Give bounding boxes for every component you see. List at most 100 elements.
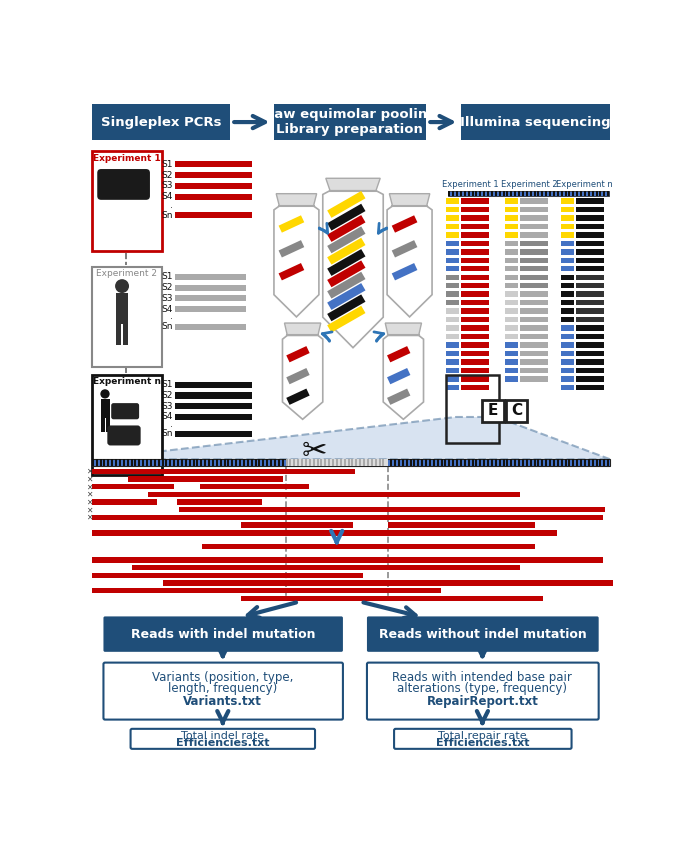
Bar [286,346,310,362]
Bar [461,376,489,381]
Bar [406,459,408,466]
Bar [520,198,548,203]
Text: ✕: ✕ [86,482,92,491]
Bar [592,459,594,466]
Bar [541,459,543,466]
Bar [446,274,460,280]
Bar [150,459,152,466]
Bar [575,385,603,390]
Bar [607,459,609,466]
Bar [561,215,574,220]
Bar [336,459,338,466]
Text: Efficiencies.txt: Efficiencies.txt [176,738,270,748]
Bar [293,459,295,466]
Text: alterations (type, frequency): alterations (type, frequency) [397,681,567,695]
Circle shape [115,279,129,293]
Text: ✕: ✕ [86,467,92,476]
Bar [175,381,252,387]
Bar [115,459,117,466]
Bar [599,191,601,196]
Bar [175,172,252,178]
Bar [522,191,524,196]
Bar [505,325,519,331]
Text: S4: S4 [161,305,173,314]
Text: S1: S1 [161,160,173,169]
Bar [166,459,167,466]
Bar [175,430,252,437]
Bar [452,459,454,466]
Bar [390,459,392,466]
Bar [505,224,519,229]
Text: S4: S4 [161,413,173,421]
Bar [520,300,548,306]
Bar [446,351,460,356]
Bar [175,212,252,219]
Bar [328,459,330,466]
Bar [561,368,574,373]
Bar [505,360,519,365]
Bar [561,232,574,237]
Bar [483,459,485,466]
Bar [575,241,603,246]
Bar [446,368,460,373]
FancyBboxPatch shape [97,169,150,200]
Bar [506,400,527,422]
Bar [131,459,132,466]
Bar [520,232,548,237]
Bar [545,459,547,466]
Bar [382,459,384,466]
Bar [127,459,129,466]
Bar [446,291,460,297]
Bar [200,459,202,466]
Bar [475,459,477,466]
Bar [607,191,609,196]
Bar [327,272,366,299]
Bar [520,215,548,220]
Bar [456,459,458,466]
Bar [158,459,160,466]
Bar [356,459,358,466]
Bar [520,283,548,289]
Bar [111,459,113,466]
Bar [359,459,361,466]
Bar [327,238,366,264]
Bar [575,232,603,237]
Bar [309,459,311,466]
Bar [575,207,603,212]
Bar [146,459,148,466]
Bar [138,459,140,466]
Bar [575,334,603,339]
Polygon shape [274,206,319,316]
Bar [534,459,536,466]
Bar [175,392,252,398]
Bar [174,484,200,490]
Bar [541,191,543,196]
Bar [495,459,497,466]
Bar [297,459,299,466]
Text: .: . [170,312,173,322]
Text: Efficiencies.txt: Efficiencies.txt [436,738,530,748]
Bar [312,459,314,466]
FancyBboxPatch shape [103,663,343,720]
Bar [564,459,566,466]
Bar [232,459,234,466]
Bar [505,266,519,272]
Text: ✕: ✕ [86,513,92,522]
Bar [491,191,493,196]
Polygon shape [383,335,423,419]
Bar [561,334,574,339]
Bar [327,203,366,230]
Bar [353,522,388,528]
Bar [520,241,548,246]
Bar [363,459,365,466]
Bar [328,459,330,466]
Bar [499,191,501,196]
Bar [448,459,450,466]
Bar [575,376,603,381]
Bar [505,316,519,322]
Bar [561,191,562,196]
Bar [461,351,489,356]
Bar [312,459,314,466]
Polygon shape [92,417,610,459]
Bar [327,191,366,218]
